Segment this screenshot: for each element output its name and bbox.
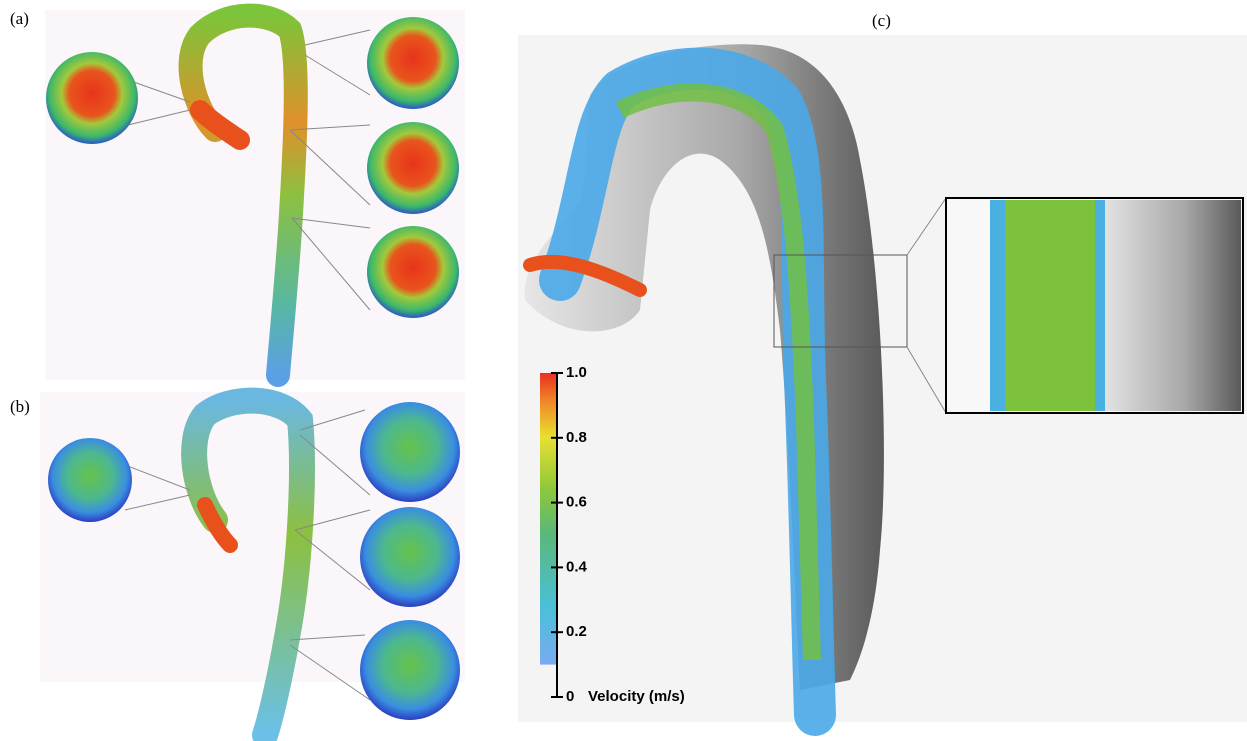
cross-section bbox=[360, 620, 460, 720]
panel-label: (c) bbox=[872, 11, 891, 30]
colorbar-tick-label: 0.8 bbox=[566, 429, 587, 446]
cross-section bbox=[367, 17, 459, 109]
colorbar-tick-label: 0.4 bbox=[566, 558, 588, 575]
colorbar-title: Velocity (m/s) bbox=[588, 688, 685, 705]
cross-section bbox=[367, 226, 459, 318]
cross-section bbox=[46, 52, 138, 144]
cross-section bbox=[360, 507, 460, 607]
colorbar-tick-label: 0.2 bbox=[566, 623, 587, 640]
inset-core bbox=[1005, 200, 1095, 411]
panel-label: (a) bbox=[10, 9, 29, 28]
cross-section bbox=[48, 438, 132, 522]
cross-section bbox=[367, 122, 459, 214]
figure: (a) (b) (c) Velocity (m/s) 0 0.2 0.4 0.6 0.8… bbox=[0, 0, 1247, 741]
panel-label: (b) bbox=[10, 397, 30, 416]
colorbar-tick-label: 0 bbox=[566, 688, 574, 705]
colorbar-tick-label: 1.0 bbox=[566, 364, 587, 381]
inset-wall bbox=[1100, 200, 1241, 411]
colorbar-tick-label: 0.6 bbox=[566, 494, 587, 511]
cross-section bbox=[360, 402, 460, 502]
colorbar-gradient bbox=[540, 373, 556, 665]
